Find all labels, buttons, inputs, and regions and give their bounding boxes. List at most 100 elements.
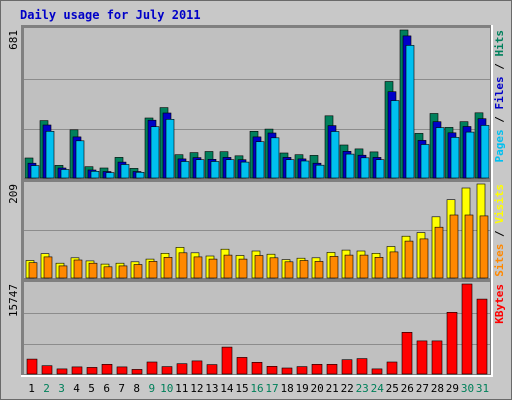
bar-kbytes (386, 361, 398, 375)
legend-entry: Sites (493, 244, 506, 277)
bar-kbytes (116, 366, 128, 375)
x-tick-label: 6 (103, 382, 110, 395)
bar-kbytes (461, 283, 473, 375)
bar-pages (225, 159, 235, 179)
x-tick-label: 27 (416, 382, 429, 395)
bar-kbytes (26, 358, 38, 375)
bar-sites (389, 251, 399, 279)
bar-pages (165, 119, 175, 179)
panel-max-label: 15747 (7, 284, 20, 317)
bar-pages (270, 137, 280, 179)
x-tick-label: 23 (356, 382, 369, 395)
x-tick-label: 14 (220, 382, 234, 395)
panel-legend: KBytes (493, 284, 506, 324)
bar-sites (178, 252, 188, 279)
bar-sites (359, 254, 369, 279)
legend-entry: / (493, 110, 506, 130)
x-tick-label: 16 (250, 382, 263, 395)
legend-entry: Pages (493, 129, 506, 162)
panel-legend: Pages / Files / Hits (493, 30, 506, 163)
bar-pages (45, 131, 55, 179)
bar-sites (88, 262, 98, 279)
x-tick-label: 2 (43, 382, 50, 395)
bar-kbytes (176, 363, 188, 375)
x-tick-label: 19 (295, 382, 308, 395)
bar-pages (285, 159, 295, 179)
bar-kbytes (446, 311, 458, 375)
bar-pages (315, 164, 325, 179)
bar-sites (28, 262, 38, 279)
bar-pages (240, 161, 250, 179)
bar-kbytes (146, 361, 158, 375)
x-tick-label: 8 (133, 382, 140, 395)
chart-title: Daily usage for July 2011 (20, 8, 201, 22)
x-axis-labels: 1 2 3 4 5 6 7 8 9 10 11 12 13 14 15 16 17 18 19 20 21 22 23 24 2… (28, 382, 489, 395)
bar-pages (345, 153, 355, 179)
bar-kbytes (281, 367, 293, 375)
bar-sites (344, 254, 354, 279)
bar-pages (75, 140, 85, 179)
x-tick-label: 31 (476, 382, 489, 395)
bar-sites (374, 256, 384, 279)
bar-kbytes (476, 298, 488, 375)
bar-kbytes (371, 368, 383, 375)
x-tick-label: 25 (386, 382, 399, 395)
bar-pages (465, 131, 475, 179)
bar-sites (118, 265, 128, 279)
panel-visits: 209 Sites / Visits (7, 179, 506, 281)
bar-kbytes (56, 368, 68, 375)
legend-entry: / (493, 57, 506, 77)
bar-sites (43, 256, 53, 279)
bar-sites (329, 256, 339, 279)
bar-sites (73, 259, 83, 279)
bar-sites (419, 238, 429, 279)
bar-pages (420, 144, 430, 179)
bar-pages (435, 127, 445, 179)
x-tick-label: 12 (190, 382, 203, 395)
x-tick-label: 29 (446, 382, 459, 395)
bar-sites (434, 226, 444, 279)
bar-sites (223, 254, 233, 279)
legend-entry: Visits (493, 184, 506, 224)
bar-sites (464, 214, 474, 279)
x-tick-label: 30 (461, 382, 474, 395)
panel-max-label: 209 (7, 184, 20, 204)
bar-sites (284, 261, 294, 279)
x-tick-label: 10 (160, 382, 173, 395)
panel-legend: Sites / Visits (493, 184, 506, 277)
bar-sites (269, 257, 279, 279)
bar-kbytes (416, 340, 428, 375)
bar-kbytes (236, 357, 248, 375)
bar-pages (90, 171, 100, 179)
bar-kbytes (191, 360, 203, 375)
series-pages (30, 45, 490, 179)
bar-pages (450, 137, 460, 179)
bar-kbytes (296, 366, 308, 375)
bar-kbytes (206, 364, 218, 375)
bar-kbytes (326, 363, 338, 375)
bar-kbytes (86, 367, 98, 375)
bar-sites (299, 260, 309, 279)
series-kbytes (26, 283, 488, 375)
bar-pages (60, 169, 70, 179)
bar-pages (210, 161, 220, 179)
bar-pages (30, 165, 40, 179)
bar-sites (449, 214, 459, 279)
bar-pages (480, 125, 490, 179)
x-tick-label: 26 (401, 382, 414, 395)
x-tick-label: 1 (28, 382, 35, 395)
bar-sites (133, 264, 143, 279)
x-tick-label: 24 (371, 382, 385, 395)
bar-sites (163, 256, 173, 279)
bar-pages (375, 159, 385, 179)
panel-hits: 681 Pages / Files / Hits (7, 25, 506, 181)
bar-kbytes (341, 359, 353, 375)
bar-pages (405, 45, 415, 179)
bar-pages (330, 131, 340, 179)
bar-sites (148, 261, 158, 279)
bar-pages (360, 157, 370, 179)
bar-kbytes (221, 346, 233, 375)
bar-pages (180, 161, 190, 179)
bar-kbytes (71, 366, 83, 375)
